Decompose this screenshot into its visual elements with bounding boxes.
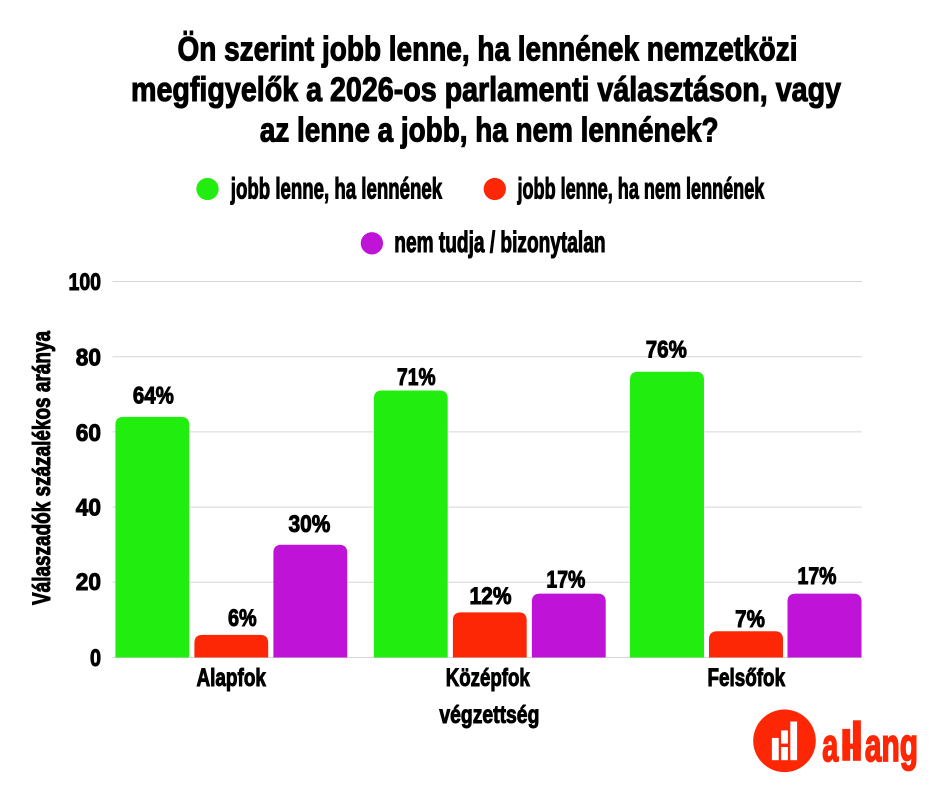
svg-text:7%: 7%: [735, 606, 765, 633]
svg-text:nem tudja / bizonytalan: nem tudja / bizonytalan: [394, 226, 605, 259]
svg-text:jobb lenne, ha nem lennének: jobb lenne, ha nem lennének: [517, 173, 765, 206]
svg-text:Alapfok: Alapfok: [196, 664, 266, 692]
svg-text:a: a: [822, 719, 838, 771]
svg-text:végzettség: végzettség: [439, 701, 539, 729]
svg-text:71%: 71%: [397, 364, 436, 391]
svg-text:megfigyelők a 2026-os parlamen: megfigyelők a 2026-os parlamenti választ…: [131, 71, 841, 109]
svg-text:76%: 76%: [646, 337, 687, 364]
svg-text:60: 60: [76, 420, 101, 447]
svg-text:30%: 30%: [289, 511, 331, 538]
svg-text:Válaszadók százalékos aránya: Válaszadók százalékos aránya: [28, 330, 56, 605]
svg-text:az lenne a jobb, ha nem lennén: az lenne a jobb, ha nem lennének?: [260, 111, 719, 149]
svg-text:Ön szerint jobb lenne, ha lenn: Ön szerint jobb lenne, ha lennének nemze…: [178, 30, 798, 68]
svg-text:jobb lenne, ha lennének: jobb lenne, ha lennének: [230, 173, 442, 206]
svg-text:80: 80: [76, 344, 101, 371]
svg-text:Felsőfok: Felsőfok: [708, 664, 786, 692]
svg-text:17%: 17%: [546, 567, 585, 594]
svg-text:Középfok: Középfok: [446, 664, 530, 692]
svg-text:17%: 17%: [798, 563, 837, 590]
svg-text:12%: 12%: [470, 583, 512, 610]
svg-text:0: 0: [90, 645, 101, 672]
svg-text:100: 100: [69, 269, 102, 296]
svg-text:20: 20: [76, 569, 101, 596]
svg-text:6%: 6%: [228, 605, 257, 632]
svg-text:40: 40: [76, 495, 101, 522]
svg-text:ang: ang: [865, 719, 918, 771]
svg-text:64%: 64%: [133, 383, 174, 410]
